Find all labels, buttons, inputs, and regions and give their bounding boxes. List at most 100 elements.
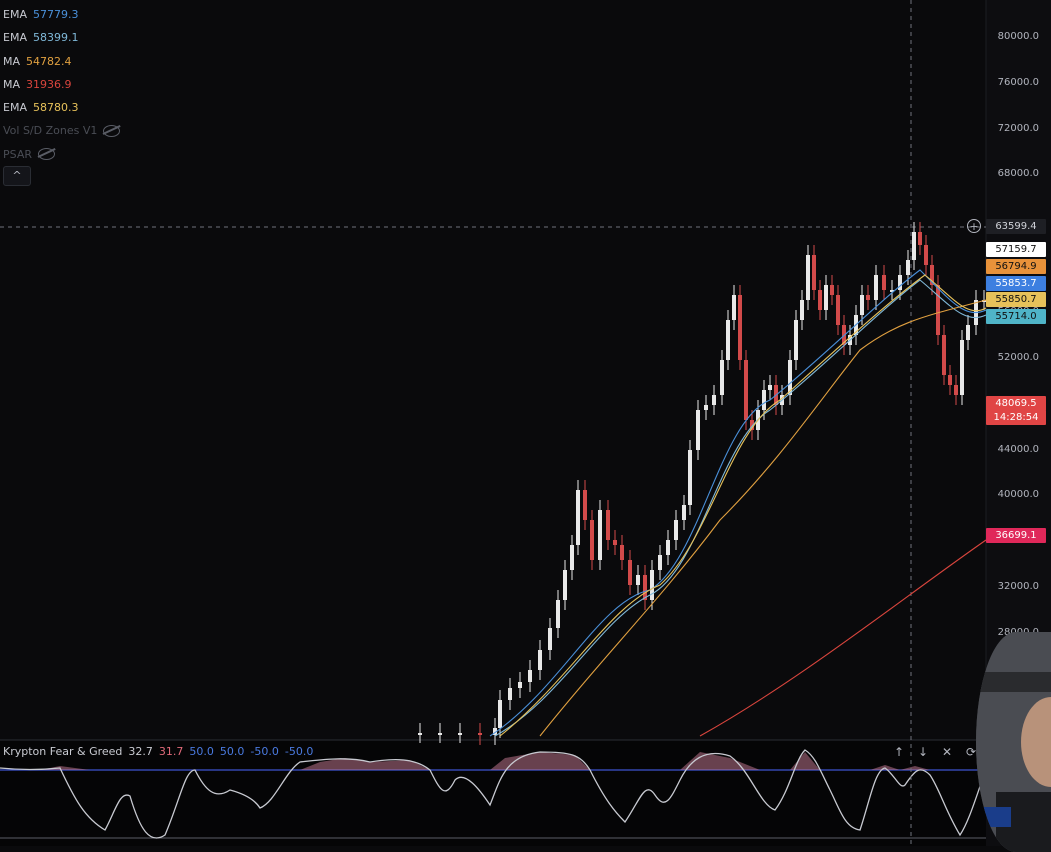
- last-price-tag: 48069.5: [986, 396, 1046, 411]
- candle-body: [606, 510, 610, 540]
- candle-body: [912, 232, 916, 260]
- candle-body: [518, 682, 522, 688]
- candle-body: [628, 560, 632, 585]
- candle-body: [720, 360, 724, 395]
- candle-body: [556, 600, 560, 628]
- candle-body: [866, 295, 870, 300]
- oscillator-legend[interactable]: Krypton Fear & Greed 32.7 31.7 50.0 50.0…: [3, 745, 313, 758]
- ema-line: [499, 274, 987, 737]
- candle-body: [418, 733, 422, 735]
- oscillator-value: 31.7: [158, 745, 184, 758]
- move-pane-down-icon[interactable]: ↓: [917, 745, 929, 759]
- candle-body: [806, 255, 810, 300]
- legend-row-ema-3[interactable]: EMA 58780.3: [3, 96, 120, 119]
- oscillator-value: -50.0: [250, 745, 279, 758]
- candle-body: [794, 320, 798, 360]
- ma-line: [539, 299, 987, 737]
- candle-body: [658, 555, 662, 570]
- indicator-value: 31936.9: [26, 77, 72, 91]
- candle-body: [478, 733, 482, 735]
- candle-body: [960, 340, 964, 395]
- candlestick-series: [418, 222, 986, 745]
- candle-body: [830, 285, 834, 295]
- add-alert-icon[interactable]: +: [967, 219, 981, 233]
- price-tag: 57159.7: [986, 242, 1046, 257]
- collapse-legend-button[interactable]: ^: [3, 166, 31, 186]
- candle-body: [458, 733, 462, 735]
- candle-body: [528, 670, 532, 682]
- move-pane-up-icon[interactable]: ↑: [893, 745, 905, 759]
- indicator-name: Vol S/D Zones V1: [3, 124, 98, 138]
- candle-body: [936, 285, 940, 335]
- osc-line: [0, 749, 987, 839]
- price-tick: 32000.0: [997, 581, 1039, 592]
- candle-body: [906, 260, 910, 275]
- price-tick: 76000.0: [997, 77, 1039, 88]
- price-tag: 55850.7: [986, 292, 1046, 307]
- candle-body: [812, 255, 816, 290]
- candle-body: [493, 728, 497, 735]
- legend-row-ma-2[interactable]: MA 31936.9: [3, 73, 120, 96]
- legend-row-ma-1[interactable]: MA 54782.4: [3, 50, 120, 73]
- candle-body: [548, 628, 552, 650]
- ma-line: [699, 539, 987, 737]
- candle-body: [948, 375, 952, 385]
- candle-body: [508, 688, 512, 700]
- candle-body: [824, 285, 828, 310]
- candle-body: [890, 290, 894, 292]
- indicator-value: 58780.3: [32, 101, 79, 115]
- legend-row-psar[interactable]: PSAR: [3, 143, 120, 166]
- candle-body: [800, 300, 804, 320]
- candle-body: [613, 540, 617, 545]
- candle-body: [590, 520, 594, 560]
- indicator-value: 57779.3: [32, 8, 79, 21]
- candle-body: [738, 295, 742, 360]
- price-tick: 68000.0: [997, 168, 1039, 179]
- candle-body: [682, 505, 686, 520]
- candle-body: [583, 490, 587, 520]
- legend-row-ema-1[interactable]: EMA 57779.3: [3, 3, 120, 26]
- oscillator-value: 32.7: [128, 745, 153, 758]
- legend-row-ema-2[interactable]: EMA 58399.1: [3, 26, 120, 49]
- candle-body: [750, 420, 754, 430]
- price-tick: 80000.0: [997, 31, 1039, 42]
- oscillator-value: -50.0: [284, 745, 314, 758]
- candle-body: [898, 275, 902, 290]
- indicator-name: MA: [3, 77, 21, 91]
- oscillator-value: 50.0: [189, 745, 214, 758]
- close-pane-icon[interactable]: ✕: [941, 745, 953, 759]
- candle-body: [650, 570, 654, 600]
- candle-body: [498, 700, 502, 728]
- oscillator-pane[interactable]: [0, 740, 986, 846]
- candle-body: [712, 395, 716, 405]
- candle-body: [930, 265, 934, 285]
- price-tag: 55853.7: [986, 276, 1046, 291]
- refresh-pane-icon[interactable]: ⟳: [965, 745, 977, 759]
- candle-body: [576, 490, 580, 545]
- eye-off-icon[interactable]: [103, 125, 121, 138]
- webcam-overlay: [976, 632, 1051, 852]
- indicator-name: EMA: [3, 31, 27, 45]
- candle-body: [762, 390, 766, 410]
- candle-body: [643, 575, 647, 600]
- legend-row-vol-zones[interactable]: Vol S/D Zones V1: [3, 119, 121, 142]
- candle-body: [674, 520, 678, 540]
- candle-body: [598, 510, 602, 560]
- candle-body: [744, 360, 748, 420]
- osc-fill: [0, 752, 930, 770]
- candle-body: [954, 385, 958, 395]
- candle-body: [818, 290, 822, 310]
- price-tick: 52000.0: [997, 352, 1039, 363]
- eye-off-icon[interactable]: [38, 148, 55, 161]
- candle-body: [732, 295, 736, 320]
- candle-body: [788, 360, 792, 395]
- crosshair-price-label: 63599.4: [986, 219, 1046, 234]
- price-tag: 56794.9: [986, 259, 1046, 274]
- countdown-tag: 14:28:54: [986, 410, 1046, 425]
- moving-average-lines: [489, 269, 987, 737]
- candle-body: [966, 325, 970, 340]
- indicator-value: 58399.1: [32, 31, 79, 45]
- indicator-name: EMA: [3, 8, 27, 21]
- candle-body: [924, 245, 928, 265]
